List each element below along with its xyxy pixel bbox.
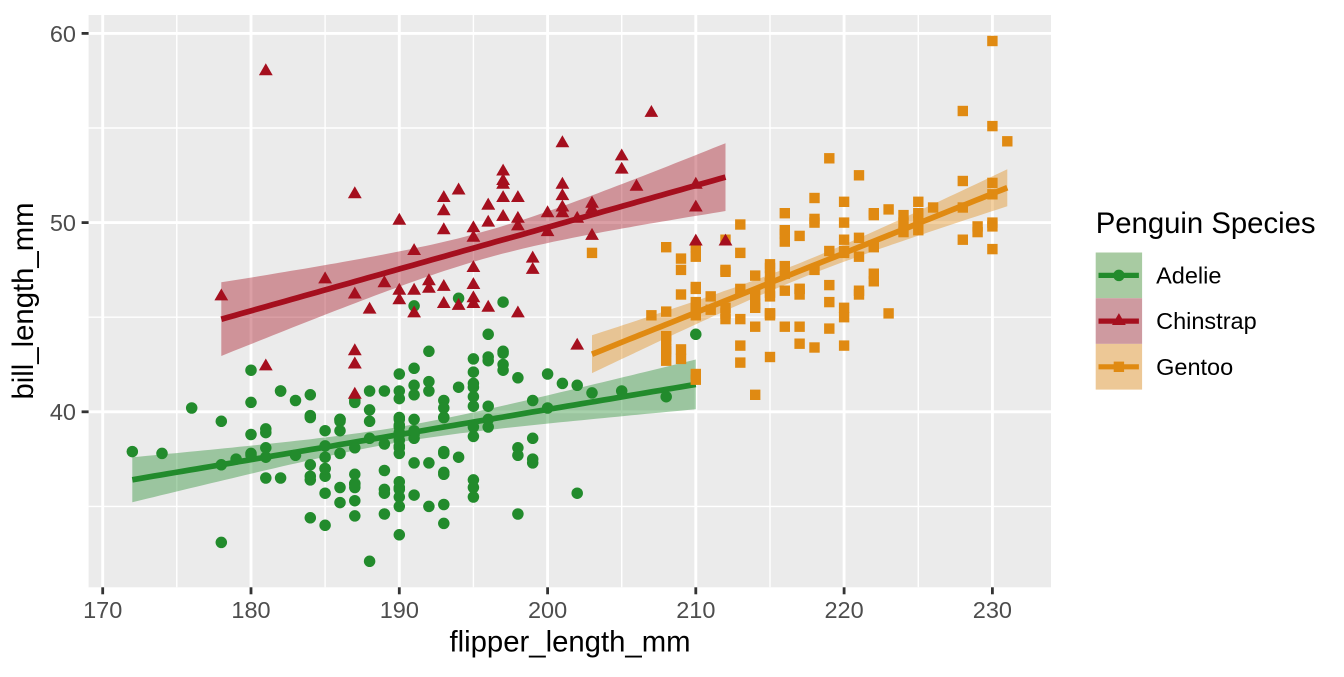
svg-text:170: 170 [83,597,122,623]
svg-text:180: 180 [231,597,270,623]
svg-text:230: 230 [973,597,1012,623]
svg-text:190: 190 [380,597,419,623]
svg-text:210: 210 [676,597,715,623]
svg-text:flipper_length_mm: flipper_length_mm [449,625,690,658]
svg-text:60: 60 [50,21,76,47]
svg-text:Chinstrap: Chinstrap [1156,308,1257,334]
svg-text:40: 40 [50,399,76,425]
svg-text:Gentoo: Gentoo [1156,354,1233,380]
svg-text:Penguin Species: Penguin Species [1096,207,1316,240]
svg-text:bill_length_mm: bill_length_mm [7,202,40,399]
svg-text:200: 200 [528,597,567,623]
svg-text:Adelie: Adelie [1156,262,1221,288]
svg-text:50: 50 [50,210,76,236]
svg-text:220: 220 [824,597,863,623]
